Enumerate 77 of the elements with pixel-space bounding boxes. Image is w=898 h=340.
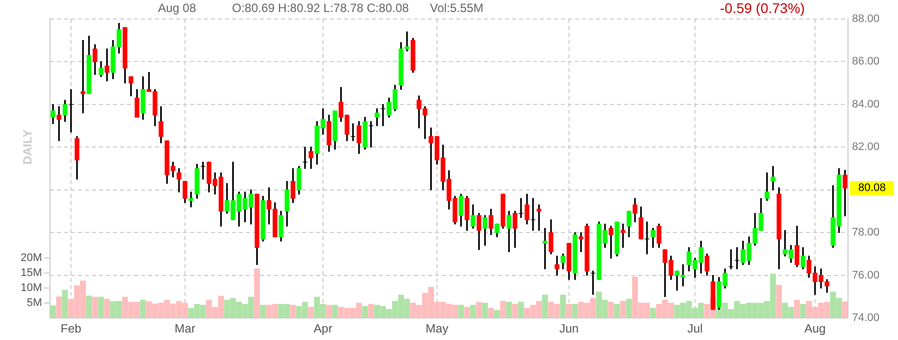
- y-tick-label: 74.00: [852, 312, 880, 324]
- bar: [614, 304, 620, 318]
- x-tick-label: Jun: [559, 322, 579, 336]
- y2-tick-label: 20M: [20, 252, 42, 264]
- bar: [470, 304, 476, 318]
- bar: [842, 302, 848, 318]
- bar: [560, 294, 566, 318]
- y-tick-label: 76.00: [852, 269, 880, 282]
- bar: [572, 304, 578, 318]
- bar: [482, 302, 488, 318]
- candlestick: [764, 172, 770, 201]
- x-tick-label: Mar: [174, 322, 196, 336]
- bar: [650, 308, 656, 318]
- y-tick-label: 82.00: [852, 141, 880, 154]
- y2-tick-label: 10M: [20, 282, 42, 294]
- bar: [50, 305, 56, 318]
- bar: [260, 304, 266, 318]
- candlestick: [104, 48, 110, 82]
- bar: [542, 294, 548, 318]
- bar: [488, 308, 494, 318]
- y-tick-label: 88.00: [852, 13, 880, 26]
- y-tick-label: 78.00: [852, 226, 880, 239]
- bar: [566, 304, 572, 318]
- bar: [92, 296, 98, 318]
- y2-tick-label: 5M: [26, 297, 42, 310]
- bar: [308, 306, 314, 318]
- candlestick: [350, 123, 356, 142]
- x-tick-label: Aug: [804, 322, 826, 336]
- bar: [290, 304, 296, 318]
- bar: [62, 290, 68, 318]
- x-tick-label: May: [426, 322, 448, 336]
- bar: [254, 268, 260, 318]
- bar: [368, 304, 374, 318]
- candlestick: [770, 166, 776, 190]
- bar: [56, 296, 62, 318]
- candlestick: [554, 256, 560, 276]
- bar: [332, 304, 338, 318]
- bar: [458, 304, 464, 318]
- y-tick-label: 86.00: [852, 56, 880, 68]
- y-tick-label: 84.00: [852, 98, 880, 110]
- bar: [800, 304, 806, 318]
- x-tick-label: Jul: [687, 322, 703, 336]
- candlestick: [542, 228, 548, 270]
- bar: [794, 300, 800, 318]
- bar: [494, 310, 500, 318]
- bar: [98, 296, 104, 318]
- candlestick: [536, 204, 542, 231]
- bar: [362, 306, 368, 318]
- bar: [326, 304, 332, 318]
- candlestick: [188, 192, 194, 208]
- y2-tick-label: 15M: [20, 267, 42, 280]
- bar: [518, 302, 524, 318]
- bar: [620, 300, 626, 318]
- bar: [506, 302, 512, 318]
- bar: [512, 304, 518, 318]
- bar: [776, 284, 782, 318]
- candlestick: [620, 224, 626, 248]
- bar: [608, 302, 614, 318]
- candlestick: [608, 226, 614, 259]
- text: O:80.69 H:80.92 L:78.78 C:80.08: [232, 1, 409, 15]
- bar: [86, 296, 92, 318]
- bar: [104, 298, 110, 318]
- text: Vol:5.55M: [430, 1, 484, 15]
- candlestick: [644, 222, 650, 254]
- text: Aug 08: [158, 1, 196, 15]
- bar: [464, 306, 470, 318]
- candlestick: [56, 106, 62, 142]
- bar: [500, 300, 506, 318]
- bar: [626, 298, 632, 318]
- bar: [140, 300, 146, 318]
- annotation: 80.08: [858, 182, 886, 194]
- candlestick: [68, 89, 74, 133]
- candlestick: [80, 40, 86, 114]
- x-tick-label: Apr: [314, 322, 332, 336]
- bar: [476, 302, 482, 318]
- text: -0.59 (0.73%): [720, 0, 805, 16]
- x-tick-label: Feb: [60, 322, 82, 336]
